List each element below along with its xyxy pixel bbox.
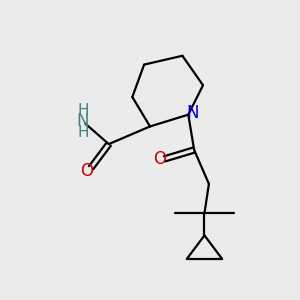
Text: N: N xyxy=(76,112,89,130)
Text: H: H xyxy=(77,125,88,140)
Text: H: H xyxy=(77,103,88,118)
Text: O: O xyxy=(80,162,93,180)
Text: N: N xyxy=(186,104,199,122)
Text: O: O xyxy=(153,150,166,168)
